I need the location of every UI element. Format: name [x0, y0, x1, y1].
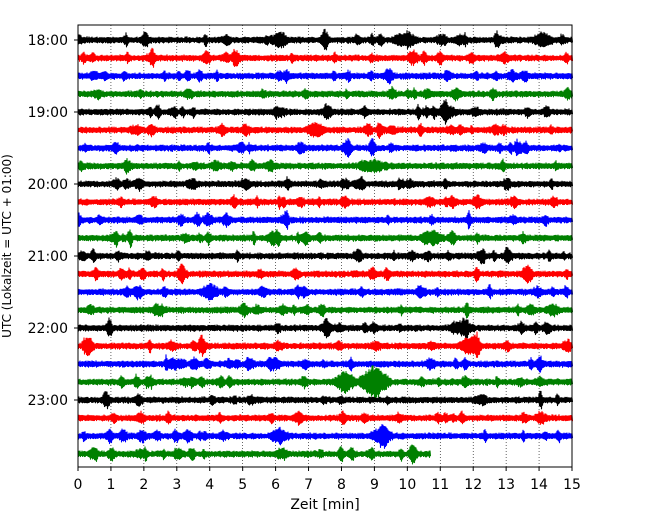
trace-2345: [77, 444, 432, 465]
y-tick-label: 18:00: [28, 33, 68, 49]
plot-frame: [77, 24, 573, 468]
x-tick-label: 6: [271, 477, 280, 493]
trace-2100: [77, 246, 574, 265]
y-tick-label: 22:00: [28, 321, 68, 337]
x-tick-label: 9: [370, 477, 379, 493]
x-tick-label: 15: [563, 477, 581, 493]
trace-2015: [77, 194, 574, 210]
trace-2215: [77, 331, 574, 358]
x-tick-label: 4: [205, 477, 214, 493]
trace-2030: [77, 209, 574, 230]
trace-1845: [77, 85, 574, 102]
trace-2045: [77, 229, 574, 249]
trace-1930: [77, 138, 574, 158]
x-tick-label: 2: [139, 477, 148, 493]
y-tick-label: 23:00: [28, 393, 68, 409]
x-tick-label: 12: [464, 477, 482, 493]
x-tick-label: 5: [238, 477, 247, 493]
y-tick-label: 19:00: [28, 105, 68, 121]
trace-2145: [77, 302, 574, 319]
x-tick-label: 8: [337, 477, 346, 493]
y-axis-ticks: 18:00 19:00 20:00 21:00 22:00 23:00: [28, 33, 78, 409]
trace-2000: [77, 175, 574, 192]
trace-2130: [77, 282, 574, 301]
trace-2230: [77, 354, 574, 373]
x-tick-label: 13: [497, 477, 515, 493]
trace-1815: [77, 47, 574, 68]
trace-1915: [77, 121, 574, 140]
trace-2315: [77, 410, 574, 426]
x-tick-label: 7: [304, 477, 313, 493]
y-tick-label: 20:00: [28, 177, 68, 193]
trace-1800: [77, 28, 574, 51]
trace-group: [77, 28, 574, 465]
x-tick-label: 14: [530, 477, 548, 493]
trace-2330: [77, 423, 574, 449]
y-tick-label: 21:00: [28, 249, 68, 265]
trace-1945: [77, 158, 574, 175]
x-tick-label: 1: [106, 477, 115, 493]
x-axis-ticks: 0 1 2 3 4 5 6 7 8 9 10 11 12 13 14 15: [74, 467, 581, 493]
x-tick-label: 11: [431, 477, 449, 493]
trace-2300: [77, 390, 574, 410]
x-tick-label: 3: [172, 477, 181, 493]
x-axis-label: Zeit [min]: [290, 497, 359, 513]
x-tick-label: 10: [398, 477, 416, 493]
y-axis-label: UTC (Lokalzeit = UTC + 01:00): [0, 154, 14, 338]
trace-1830: [77, 68, 574, 85]
trace-2245: [77, 365, 574, 401]
trace-1900: [77, 99, 574, 125]
x-tick-label: 0: [74, 477, 83, 493]
trace-2115: [77, 263, 574, 285]
trace-2200: [77, 317, 574, 340]
